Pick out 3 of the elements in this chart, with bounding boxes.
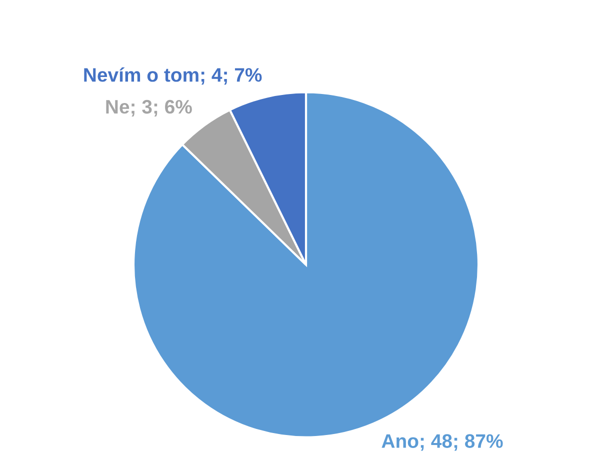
slice-label: Nevím o tom; 4; 7% <box>84 67 262 85</box>
slice-label: Ano; 48; 87% <box>382 434 503 451</box>
slice-label: Ne; 3; 6% <box>106 100 192 116</box>
